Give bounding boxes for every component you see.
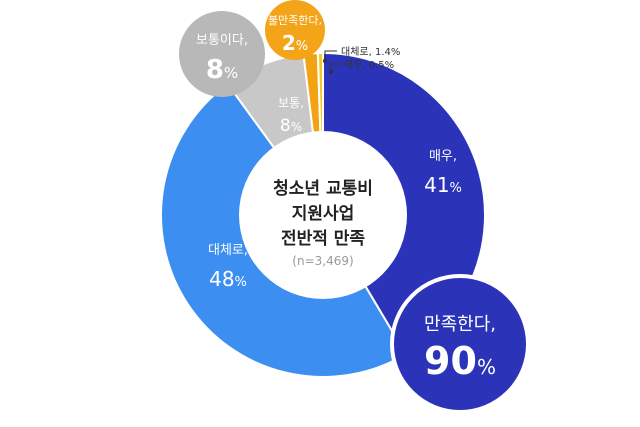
bubble-dissatisfied-label: 불만족한다, [268,14,322,27]
slice-value-neutral: 8% [280,116,302,136]
leader-line-dissatisfied-very [330,63,340,72]
watermark-logo: 뉴스핌 [551,386,626,416]
donut-hole [239,131,407,299]
leader-line-dissatisfied-mostly [324,50,337,61]
bubble-satisfied-value: 90% [424,339,496,383]
bubble-neutral-label: 보통이다, [196,33,248,48]
center-subtitle: (n=3,469) [292,254,353,268]
bubble-neutral-value: 8% [206,55,238,85]
bubble-satisfied-label: 만족한다, [424,314,496,335]
bubble-satisfied [390,274,530,414]
leader-dot-dissatisfied-mostly [323,59,327,63]
bubble-dissatisfied [265,0,325,60]
bubble-dissatisfied-value: 2% [282,31,308,55]
slice-label-neutral: 보통, [278,96,304,110]
center-title-line-1: 청소년 교통비 [273,178,373,199]
slice-label-very: 매우, [429,149,457,164]
slice-value-very: 41% [424,173,462,197]
center-title-line-2: 지원사업 [292,204,355,224]
slice-label-dissatisfied-very: 매우, 0.5% [344,59,394,71]
center-title-line-3: 전반적 만족 [281,229,365,249]
slice-label-dissatisfied-mostly: 대체로, 1.4% [341,46,400,58]
bubble-neutral [179,11,265,97]
slice-label-mostly: 대체로, [208,243,248,258]
leader-dot-dissatisfied-very [329,70,333,74]
slice-value-mostly: 48% [209,267,247,291]
